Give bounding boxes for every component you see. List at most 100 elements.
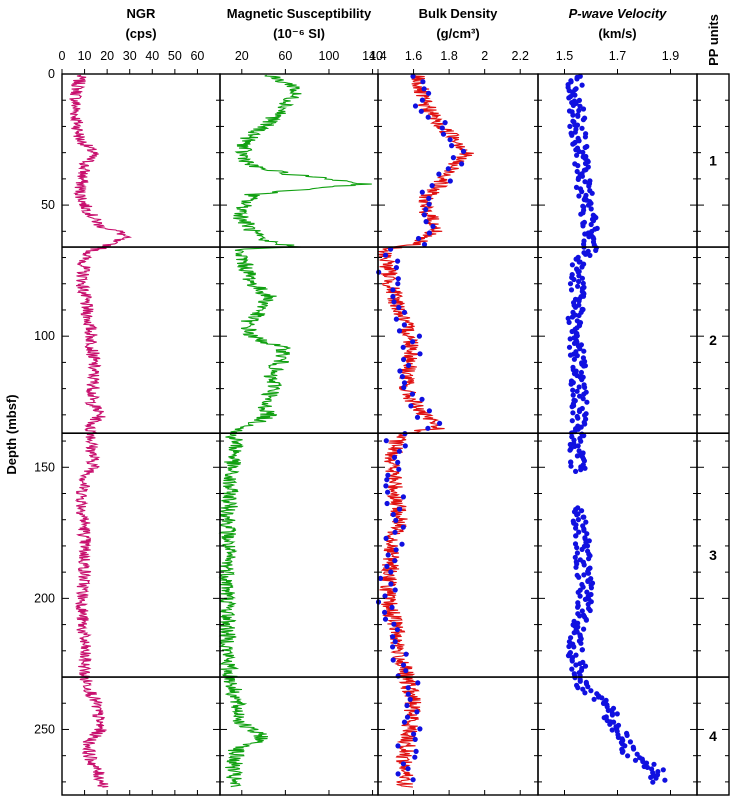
data-point-density <box>402 443 408 449</box>
data-point-pwave <box>588 206 594 212</box>
x-tick-label-magsus: 20 <box>235 49 249 63</box>
y-tick-label: 0 <box>48 67 55 81</box>
data-point-pwave <box>587 252 593 258</box>
data-point-density <box>415 680 421 686</box>
data-point-pwave <box>570 410 576 416</box>
data-point-pwave <box>625 753 631 759</box>
data-point-density <box>395 771 401 777</box>
data-point-density <box>395 276 401 282</box>
data-point-pwave <box>576 529 582 535</box>
data-point-pwave <box>651 761 657 767</box>
data-point-density <box>401 719 408 725</box>
data-point-density <box>390 644 396 650</box>
data-point-pwave <box>569 404 575 410</box>
x-tick-label-density: 2.2 <box>512 49 529 63</box>
data-point-pwave <box>574 550 581 556</box>
data-point-pwave <box>579 608 585 614</box>
data-point-density <box>410 339 416 345</box>
data-point-density <box>405 691 411 697</box>
track-title-magnetic-susceptibility: Magnetic Susceptibility <box>227 6 372 21</box>
data-point-density <box>395 281 401 287</box>
data-point-pwave <box>567 447 573 453</box>
data-point-pwave <box>624 732 630 739</box>
data-point-pwave <box>575 113 581 119</box>
x-tick-label-magsus: 60 <box>278 49 292 63</box>
data-point-density <box>401 384 407 391</box>
data-point-pwave <box>574 152 580 158</box>
data-point-pwave <box>576 107 582 114</box>
data-point-pwave <box>611 719 617 725</box>
data-point-pwave <box>570 387 576 393</box>
data-point-pwave <box>579 264 585 270</box>
data-point-pwave <box>567 123 573 129</box>
data-point-pwave <box>582 384 588 390</box>
data-point-pwave <box>586 234 592 240</box>
data-point-density <box>412 754 418 760</box>
data-point-pwave <box>567 281 574 287</box>
track-title-bulk-density: Bulk Density <box>419 6 499 21</box>
data-point-pwave <box>578 640 584 646</box>
data-point-density <box>391 621 397 627</box>
data-point-density <box>445 166 451 172</box>
data-point-pwave <box>571 644 577 650</box>
data-point-density <box>396 328 403 334</box>
data-point-pwave <box>571 340 578 346</box>
series-line-ngr <box>69 74 133 788</box>
data-point-pwave <box>582 251 589 257</box>
data-point-density <box>437 420 443 426</box>
data-point-pwave <box>582 465 588 471</box>
data-point-pwave <box>580 514 586 520</box>
y-tick-label: 150 <box>34 460 55 474</box>
data-point-pwave <box>583 519 589 525</box>
data-point-pwave <box>584 531 590 537</box>
data-point-pwave <box>581 572 587 578</box>
data-point-pwave <box>569 262 576 268</box>
data-point-pwave <box>586 556 592 562</box>
track-frame-pwave <box>537 73 698 796</box>
y-tick-label: 100 <box>34 329 55 343</box>
data-point-density <box>399 374 405 380</box>
data-point-density <box>390 287 396 293</box>
data-point-density <box>392 587 398 593</box>
data-point-density <box>400 344 406 350</box>
x-tick-label-magsus: 140 <box>362 49 383 63</box>
data-point-pwave <box>568 635 574 641</box>
data-point-density <box>436 171 442 177</box>
data-point-density <box>401 309 408 315</box>
data-point-pwave <box>580 149 586 155</box>
data-point-pwave <box>584 589 590 595</box>
data-point-density <box>388 581 394 587</box>
y-axis-label: Depth (mbsf) <box>4 394 19 474</box>
data-point-density <box>401 356 407 363</box>
data-point-density <box>426 408 432 414</box>
data-point-density <box>426 90 432 96</box>
data-point-pwave <box>631 746 637 752</box>
data-point-density <box>396 448 402 454</box>
data-point-density <box>383 535 389 542</box>
data-point-density <box>392 639 398 645</box>
x-tick-label-density: 1.8 <box>440 49 457 63</box>
data-point-density <box>405 766 411 772</box>
data-point-pwave <box>588 585 595 591</box>
data-point-pwave <box>577 103 583 109</box>
data-point-density <box>440 131 447 137</box>
data-point-pwave <box>579 173 586 179</box>
data-point-density <box>377 575 384 582</box>
data-point-pwave <box>574 388 580 394</box>
data-point-pwave <box>622 743 628 749</box>
track-title-ngr: NGR <box>127 6 157 21</box>
data-point-density <box>390 657 396 663</box>
data-point-density <box>442 120 448 126</box>
data-point-density <box>423 219 429 225</box>
data-point-pwave <box>582 596 589 603</box>
data-point-pwave <box>581 562 587 568</box>
data-point-pwave <box>575 517 582 523</box>
data-point-pwave <box>593 247 599 253</box>
data-point-density <box>459 161 465 167</box>
data-point-pwave <box>579 546 585 553</box>
data-point-pwave <box>571 356 578 362</box>
data-point-pwave <box>568 287 575 293</box>
data-point-pwave <box>581 458 588 464</box>
data-point-pwave <box>566 95 572 101</box>
